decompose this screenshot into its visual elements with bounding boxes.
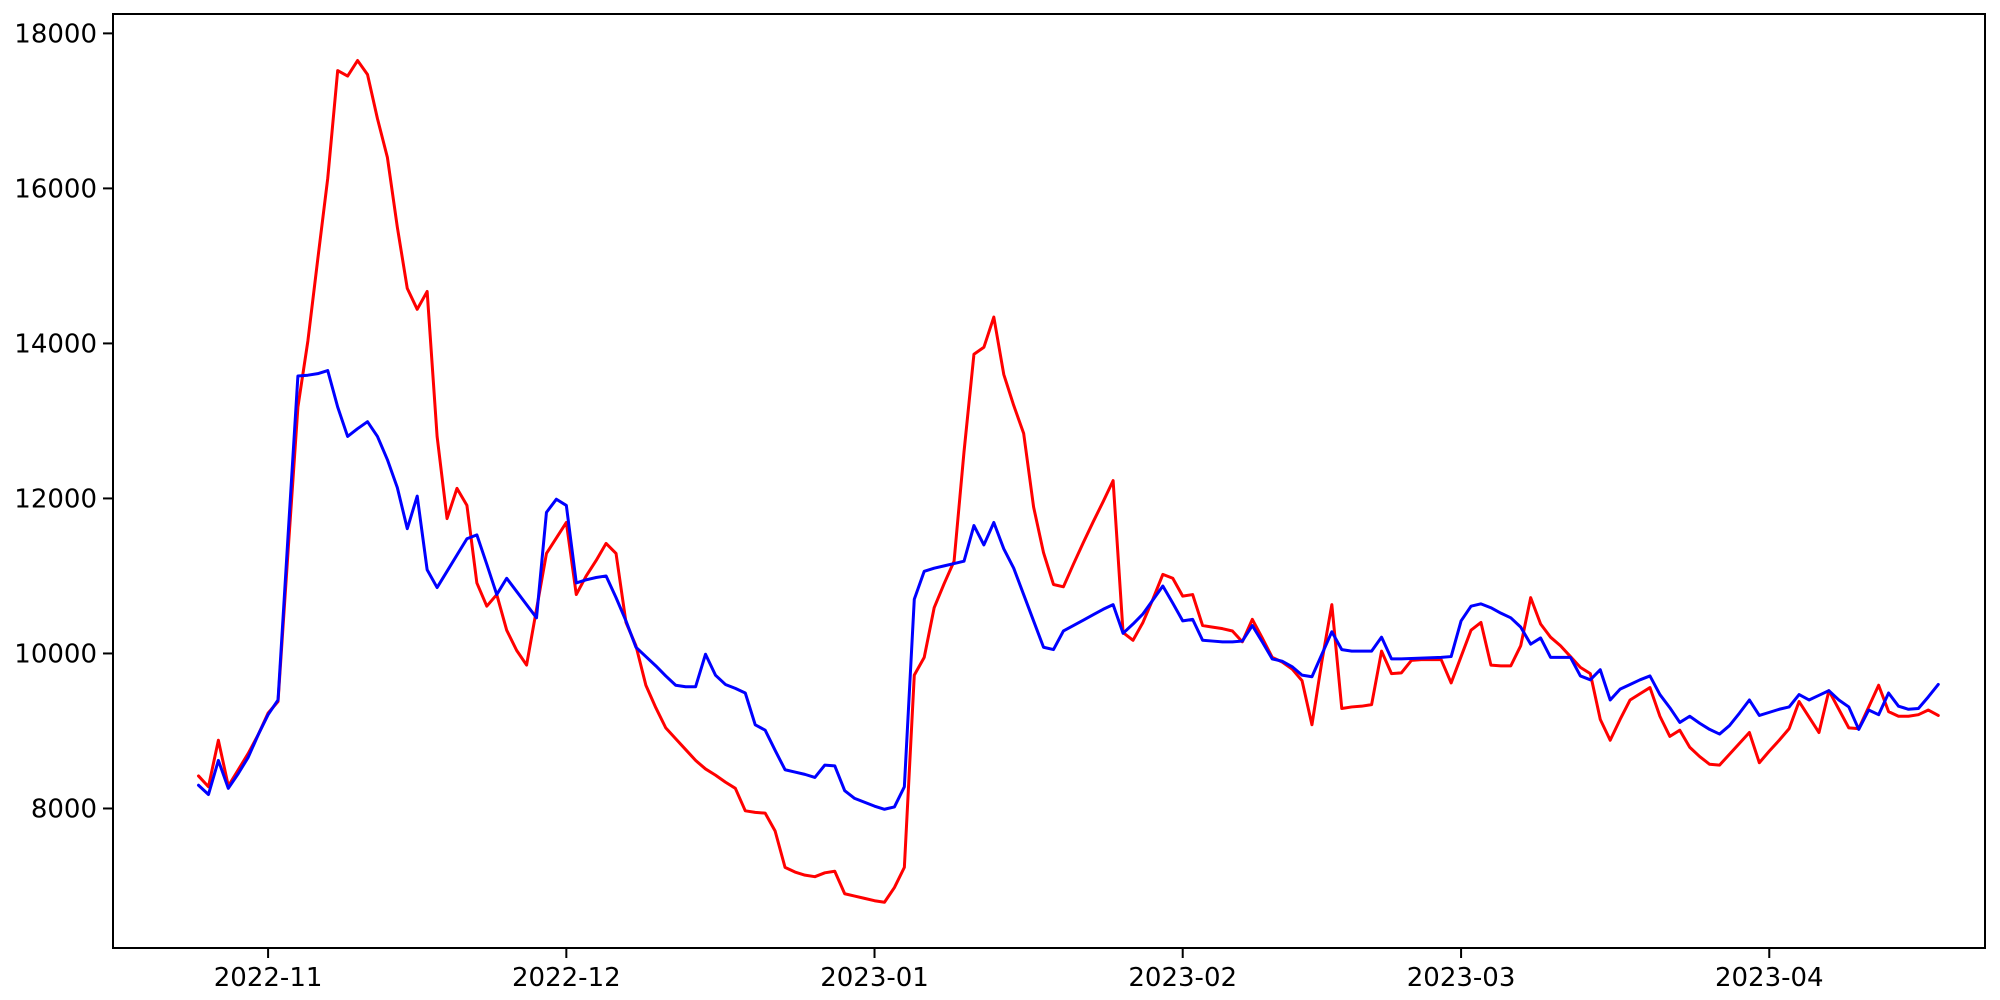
x-tick-label: 2022-11 (214, 963, 323, 993)
x-tick-label: 2023-01 (820, 963, 929, 993)
x-tick-label: 2023-03 (1407, 963, 1516, 993)
x-tick-label: 2023-02 (1128, 963, 1237, 993)
y-tick-label: 12000 (14, 485, 97, 515)
y-tick-label: 8000 (31, 795, 97, 825)
x-tick-label: 2022-12 (512, 963, 621, 993)
y-tick-label: 16000 (14, 174, 97, 204)
x-tick-label: 2023-04 (1715, 963, 1824, 993)
y-tick-label: 14000 (14, 330, 97, 360)
y-tick-label: 18000 (14, 19, 97, 49)
blue-series-line (197, 369, 1940, 811)
red-series-line (197, 59, 1940, 904)
y-tick-label: 10000 (14, 640, 97, 670)
plot-area-border (112, 13, 1986, 949)
